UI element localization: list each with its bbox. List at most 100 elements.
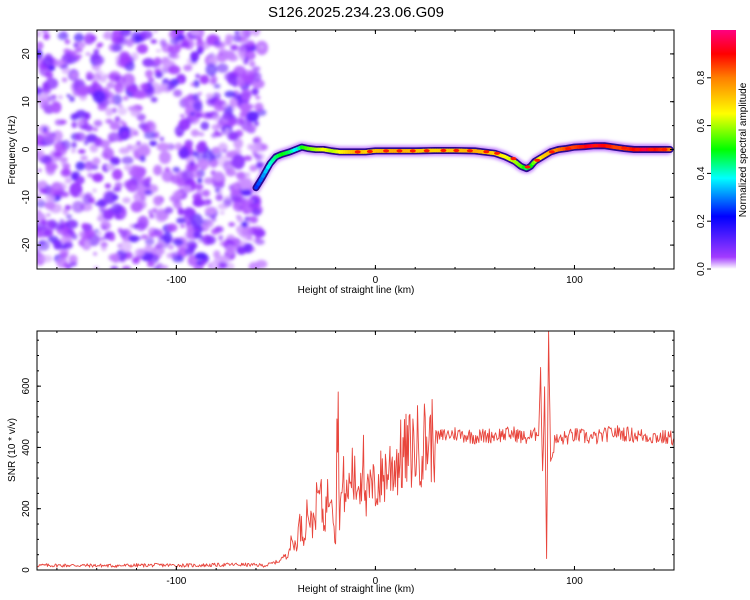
noise-blob	[37, 197, 42, 201]
noise-blob	[241, 69, 255, 83]
noise-blob	[127, 145, 132, 149]
noise-blob	[78, 230, 85, 238]
noise-blob	[134, 248, 146, 258]
noise-blob	[61, 67, 71, 75]
noise-blob	[164, 167, 170, 172]
noise-blob	[43, 33, 50, 40]
noise-blob	[183, 185, 192, 193]
noise-blob	[40, 219, 47, 225]
noise-blob	[230, 182, 242, 196]
heatmap-x-tick-label: 0	[373, 275, 379, 286]
noise-blob	[90, 73, 102, 81]
noise-blob	[60, 161, 65, 166]
noise-blob	[52, 222, 65, 230]
noise-blob	[114, 75, 121, 82]
noise-blob	[180, 224, 185, 228]
ridge-peak	[466, 149, 473, 153]
noise-blob	[238, 118, 243, 124]
heatmap-y-label: Frequency (Hz)	[7, 116, 18, 185]
noise-blob	[185, 220, 191, 226]
noise-blob	[195, 112, 202, 119]
noise-blob	[200, 121, 210, 131]
noise-blob	[37, 149, 45, 161]
noise-blob	[42, 132, 56, 145]
noise-blob	[205, 235, 216, 245]
noise-blob	[210, 160, 217, 168]
noise-blob	[81, 222, 89, 229]
noise-blob	[195, 228, 200, 232]
noise-blob	[259, 44, 265, 50]
chart-title: S126.2025.234.23.06.G09	[268, 4, 444, 21]
noise-blob	[37, 168, 42, 172]
noise-blob	[99, 139, 111, 149]
noise-blob	[84, 124, 94, 132]
noise-blob	[241, 118, 252, 132]
noise-blob	[145, 121, 157, 133]
snr-x-tick-label: -100	[166, 576, 186, 587]
noise-blob	[118, 147, 130, 155]
noise-blob	[198, 132, 205, 137]
noise-blob	[97, 42, 104, 47]
noise-blob	[249, 164, 258, 172]
noise-blob	[190, 30, 200, 36]
noise-blob	[132, 223, 139, 229]
noise-blob	[255, 161, 265, 169]
heatmap-noise-blobs	[37, 30, 269, 269]
noise-blob	[133, 131, 139, 136]
noise-blob	[96, 199, 106, 208]
snr-y-label: SNR (10 * v/v)	[7, 418, 18, 482]
noise-blob	[92, 188, 97, 193]
noise-blob	[64, 177, 73, 184]
noise-blob	[121, 156, 134, 165]
noise-blob	[234, 30, 240, 34]
noise-blob	[144, 131, 157, 140]
noise-blob	[50, 101, 62, 114]
colorbar-label: Normalized spectral amplitude	[738, 82, 749, 217]
noise-blob	[124, 251, 133, 260]
noise-blob	[92, 90, 106, 104]
noise-blob	[42, 56, 54, 68]
noise-blob	[136, 43, 148, 54]
noise-blob	[236, 171, 246, 180]
noise-blob	[156, 142, 170, 152]
ridge-peak	[548, 150, 555, 154]
noise-blob	[222, 111, 234, 121]
noise-blob	[232, 148, 242, 155]
ridge-peak	[383, 149, 390, 153]
noise-blob	[134, 90, 147, 99]
noise-blob	[37, 41, 44, 50]
noise-blob	[92, 157, 101, 166]
noise-blob	[112, 168, 123, 181]
ridge-peak	[483, 150, 490, 154]
noise-blob	[42, 126, 48, 132]
noise-blob	[190, 82, 196, 87]
noise-blob	[215, 188, 220, 193]
noise-blob	[120, 30, 132, 37]
noise-blob	[182, 95, 194, 107]
noise-blob	[119, 240, 132, 252]
noise-blob	[139, 30, 153, 40]
noise-blob	[243, 155, 252, 161]
noise-blob	[214, 129, 219, 136]
noise-blob	[183, 38, 195, 50]
noise-blob	[190, 213, 203, 228]
noise-blob	[128, 235, 139, 243]
noise-blob	[205, 63, 218, 77]
noise-blob	[232, 34, 242, 43]
colorbar: 0.0 0.2 0.4 0.6 0.8 Normalized spectral ampl…	[696, 30, 749, 276]
noise-blob	[174, 142, 183, 151]
colorbar-gradient	[711, 30, 736, 269]
noise-blob	[144, 190, 153, 195]
noise-blob	[188, 216, 194, 221]
noise-blob	[136, 221, 147, 232]
noise-blob	[37, 193, 41, 198]
noise-blob	[236, 196, 247, 203]
noise-blob	[52, 151, 63, 158]
noise-blob	[104, 183, 112, 189]
snr-x-tick-label: 0	[373, 576, 379, 587]
noise-blob	[215, 193, 224, 202]
noise-blob	[236, 216, 244, 223]
noise-blob	[225, 244, 236, 256]
noise-blob	[49, 203, 63, 214]
